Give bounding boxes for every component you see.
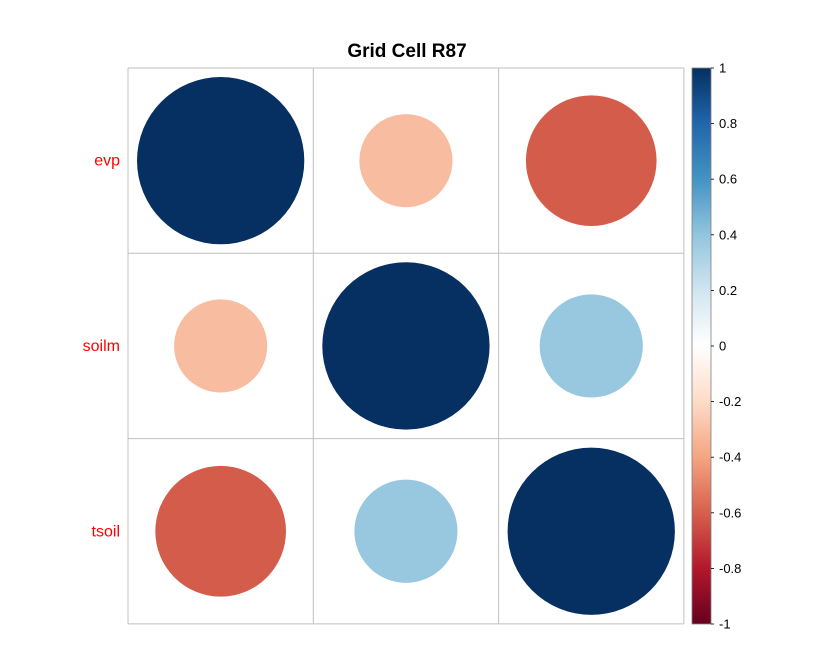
correlation-circle-tsoil-evp [155, 465, 286, 597]
colorbar-scale [691, 67, 712, 625]
colorbar-tick-label: 1 [719, 61, 726, 76]
colorbar-tick-label: -0.2 [719, 394, 741, 409]
chart-title: Grid Cell R87 [347, 41, 466, 62]
colorbar-tick-label: 0 [719, 339, 726, 354]
correlation-circle-evp-soilm [359, 114, 453, 208]
row-label-evp: evp [94, 153, 120, 170]
correlation-circle-tsoil-soilm [354, 479, 458, 583]
correlation-circle-evp-evp [137, 76, 305, 245]
correlation-circle-evp-tsoil [525, 95, 657, 226]
correlation-circle-soilm-soilm [322, 262, 490, 430]
correlation-circle-soilm-evp [174, 299, 268, 393]
row-labels: evp soilm tsoil [83, 153, 120, 541]
colorbar-tick-label: 0.8 [719, 116, 737, 131]
correlation-circle-tsoil-tsoil [507, 447, 675, 615]
colorbar-tick-label: -0.4 [719, 450, 741, 465]
grid [127, 67, 685, 625]
colorbar-tick-label: 0.6 [719, 172, 737, 187]
row-label-tsoil: tsoil [92, 523, 120, 540]
circle-layer [137, 76, 675, 615]
correlation-circle-soilm-tsoil [539, 294, 643, 398]
colorbar-tick-label: -1 [719, 617, 731, 632]
colorbar-tick-label: -0.6 [719, 505, 741, 520]
colorbar-tick-label: -0.8 [719, 561, 741, 576]
colorbar: 1 0.8 0.6 0.4 0.2 0 -0.2 -0.4 -0.6 -0.8 -1 [691, 61, 741, 632]
row-label-soilm: soilm [83, 338, 120, 355]
colorbar-tick-label: 0.4 [719, 227, 737, 242]
colorbar-tick-label: 0.2 [719, 283, 737, 298]
